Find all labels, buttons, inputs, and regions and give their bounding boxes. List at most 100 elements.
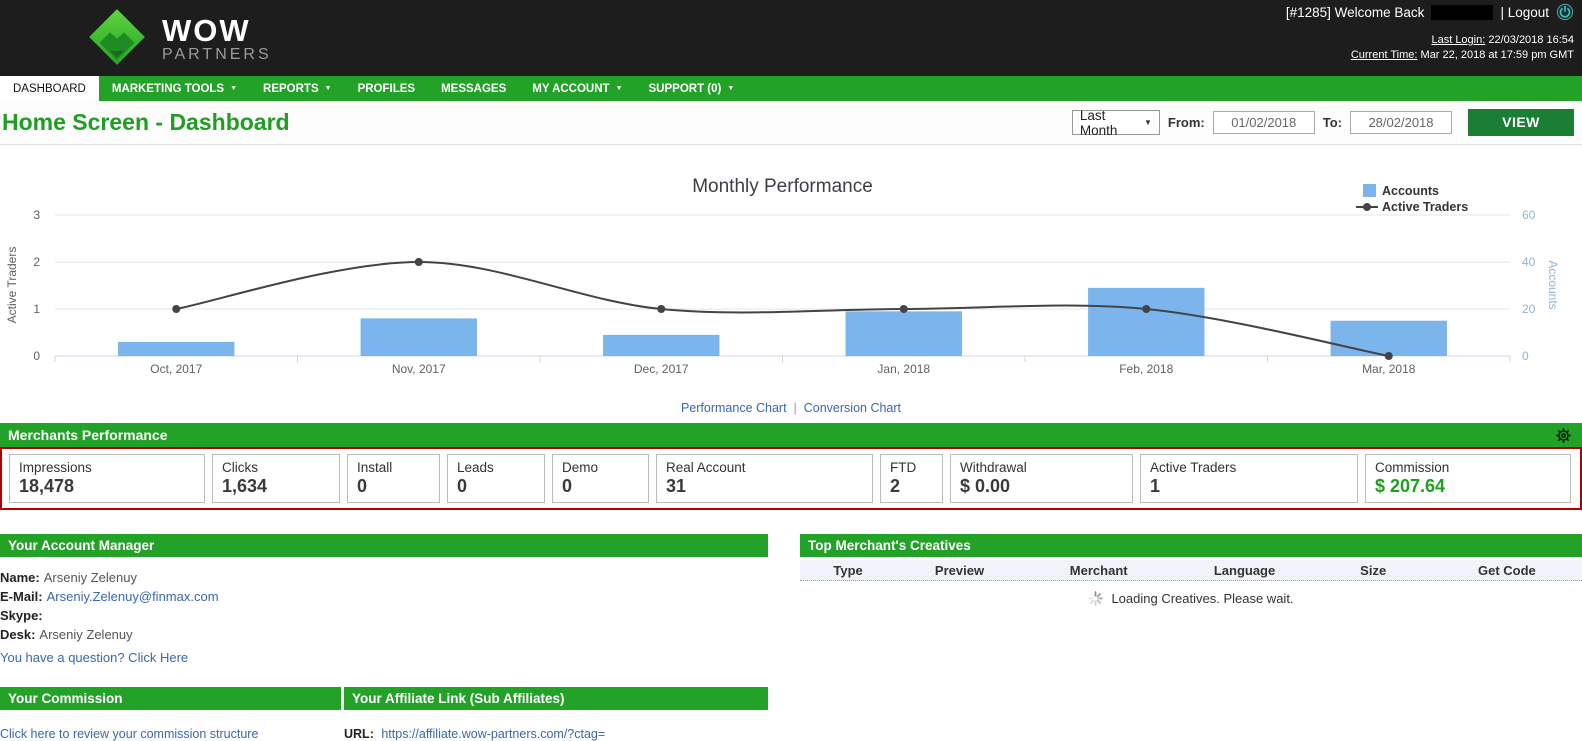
field-desk: Desk: Arseniy Zelenuy [0, 625, 768, 644]
bottom-links: Click here to review your commission str… [0, 727, 768, 741]
field-name: Name: Arseniy Zelenuy [0, 568, 768, 587]
conversion-chart-link[interactable]: Conversion Chart [803, 401, 902, 415]
stat-label: FTD [890, 460, 917, 475]
stat-value: 1,634 [222, 476, 268, 496]
performance-chart-link[interactable]: Performance Chart [680, 401, 787, 415]
page-title: Home Screen - Dashboard [2, 109, 290, 135]
main-nav: DASHBOARD MARKETING TOOLS ▼ REPORTS ▼ PROFILE… [0, 76, 1582, 101]
wow-diamond-logo-icon [88, 8, 146, 71]
last-login: Last Login: 22/03/2018 16:54 [1431, 34, 1574, 46]
title-row: Home Screen - Dashboard Last Month ▼ Fro… [0, 101, 1582, 145]
stat-install: Install 0 [347, 454, 440, 503]
nav-item-label: MY ACCOUNT [532, 82, 610, 95]
field-label: Skype: [0, 608, 43, 623]
nav-item-label: MESSAGES [441, 82, 507, 95]
stat-label: Real Account [666, 460, 746, 475]
svg-text:20: 20 [1522, 302, 1536, 316]
nav-item-marketing-tools[interactable]: MARKETING TOOLS ▼ [99, 76, 250, 101]
period-select[interactable]: Last Month ▼ [1071, 107, 1160, 138]
chart-links: Performance Chart | Conversion Chart [0, 401, 1582, 423]
loading-text: Loading Creatives. Please wait. [1111, 590, 1294, 606]
column-header-size: Size [1360, 562, 1387, 578]
affiliate-link-bar: Your Affiliate Link (Sub Affiliates) [344, 687, 768, 710]
nav-item-dashboard[interactable]: DASHBOARD [0, 76, 99, 101]
stat-real-account: Real Account 31 [656, 454, 873, 503]
from-label: From: [1167, 115, 1205, 130]
svg-text:Active Traders: Active Traders [5, 247, 19, 324]
stat-clicks: Clicks 1,634 [212, 454, 340, 503]
lower-columns: Your Account Manager Name: Arseniy Zelenu… [0, 534, 1582, 741]
spinner-icon [1088, 590, 1104, 606]
nav-item-reports[interactable]: REPORTS ▼ [250, 76, 345, 101]
top-creatives-bar: Top Merchant's Creatives [800, 534, 1582, 557]
commission-structure-link[interactable]: Click here to review your commission str… [0, 727, 259, 741]
stat-value: 0 [562, 476, 573, 496]
svg-text:3: 3 [33, 208, 40, 222]
stat-impressions: Impressions 18,478 [9, 454, 205, 503]
svg-text:Feb, 2018: Feb, 2018 [1119, 362, 1173, 376]
stat-value: $ 0.00 [960, 476, 1011, 496]
nav-item-messages[interactable]: MESSAGES [428, 76, 519, 101]
stat-value: 0 [357, 476, 368, 496]
svg-text:Accounts: Accounts [1382, 184, 1439, 198]
svg-text:Accounts: Accounts [1546, 260, 1560, 309]
svg-text:Dec, 2017: Dec, 2017 [634, 362, 689, 376]
your-commission-bar: Your Commission [0, 687, 341, 710]
view-button[interactable]: VIEW [1468, 109, 1574, 136]
stats-row: Impressions 18,478 Clicks 1,634 Install 0 Lead… [0, 447, 1582, 510]
account-manager-fields: Name: Arseniy Zelenuy E-Mail: Arseniy.Zelen… [0, 557, 768, 644]
column-header-language: Language [1213, 562, 1276, 578]
filter-controls: Last Month ▼ From: To: VIEW [1071, 107, 1574, 138]
stat-commission: Commission $ 207.64 [1365, 454, 1571, 503]
chevron-down-icon: ▼ [615, 85, 623, 92]
nav-item-label: DASHBOARD [13, 82, 86, 95]
stat-label: Demo [562, 460, 599, 475]
gear-icon[interactable] [1555, 426, 1572, 444]
field-value[interactable]: Arseniy.Zelenuy@finmax.com [46, 589, 219, 604]
column-header-type: Type [833, 562, 863, 578]
question-click-here-link[interactable]: You have a question? Click Here [0, 650, 189, 665]
svg-text:2: 2 [33, 255, 40, 269]
field-label: E-Mail: [0, 589, 43, 604]
stat-label: Commission [1375, 460, 1450, 475]
nav-item-label: PROFILES [357, 82, 416, 95]
svg-text:40: 40 [1522, 255, 1536, 269]
svg-text:1: 1 [33, 302, 40, 316]
left-column: Your Account Manager Name: Arseniy Zelenu… [0, 534, 768, 741]
question-row: You have a question? Click Here [0, 650, 768, 665]
logo-subtitle: PARTNERS [162, 45, 272, 63]
monthly-performance-chart: 0 1 2 3 0 20 40 60 Oct, 2017 Nov, 2017 Dec, 2017 Ja… [0, 145, 1582, 401]
period-select-value: Last Month [1079, 107, 1118, 138]
logout-link[interactable]: | Logout [1500, 4, 1549, 20]
nav-item-profiles[interactable]: PROFILES [345, 76, 429, 101]
to-label: To: [1322, 115, 1342, 130]
stat-demo: Demo 0 [552, 454, 649, 503]
column-header-merchant: Merchant [1069, 562, 1128, 578]
stat-label: Active Traders [1150, 460, 1237, 475]
field-label: Desk: [0, 627, 36, 642]
stat-label: Install [357, 460, 393, 475]
logo[interactable]: WOW PARTNERS [88, 8, 272, 71]
chevron-down-icon: ▼ [1143, 118, 1152, 127]
svg-text:60: 60 [1522, 208, 1536, 222]
affiliate-url-link[interactable]: https://affiliate.wow-partners.com/?ctag… [381, 727, 606, 741]
stat-label: Clicks [222, 460, 258, 475]
creatives-loading-row: Loading Creatives. Please wait. [800, 590, 1582, 606]
merchants-performance-bar: Merchants Performance [0, 423, 1582, 447]
header-right: [#1285] Welcome Back | Logout Last Login… [1286, 3, 1574, 63]
merchants-performance-title: Merchants Performance [8, 427, 168, 443]
stat-leads: Leads 0 [447, 454, 545, 503]
svg-text:Monthly Performance: Monthly Performance [692, 176, 873, 197]
nav-item-label: SUPPORT (0) [648, 82, 722, 95]
power-icon[interactable] [1556, 3, 1574, 21]
nav-item-my-account[interactable]: MY ACCOUNT ▼ [519, 76, 635, 101]
bottom-headers: Your Commission Your Affiliate Link (Sub… [0, 687, 768, 710]
svg-text:0: 0 [33, 349, 40, 363]
welcome-text: [#1285] Welcome Back [1285, 4, 1425, 20]
from-date-input[interactable] [1212, 111, 1315, 134]
account-manager-bar: Your Account Manager [0, 534, 768, 557]
nav-item-support-0[interactable]: SUPPORT (0) ▼ [636, 76, 748, 101]
redacted-username [1431, 4, 1494, 20]
stat-value: 18,478 [19, 476, 75, 496]
to-date-input[interactable] [1350, 111, 1452, 134]
